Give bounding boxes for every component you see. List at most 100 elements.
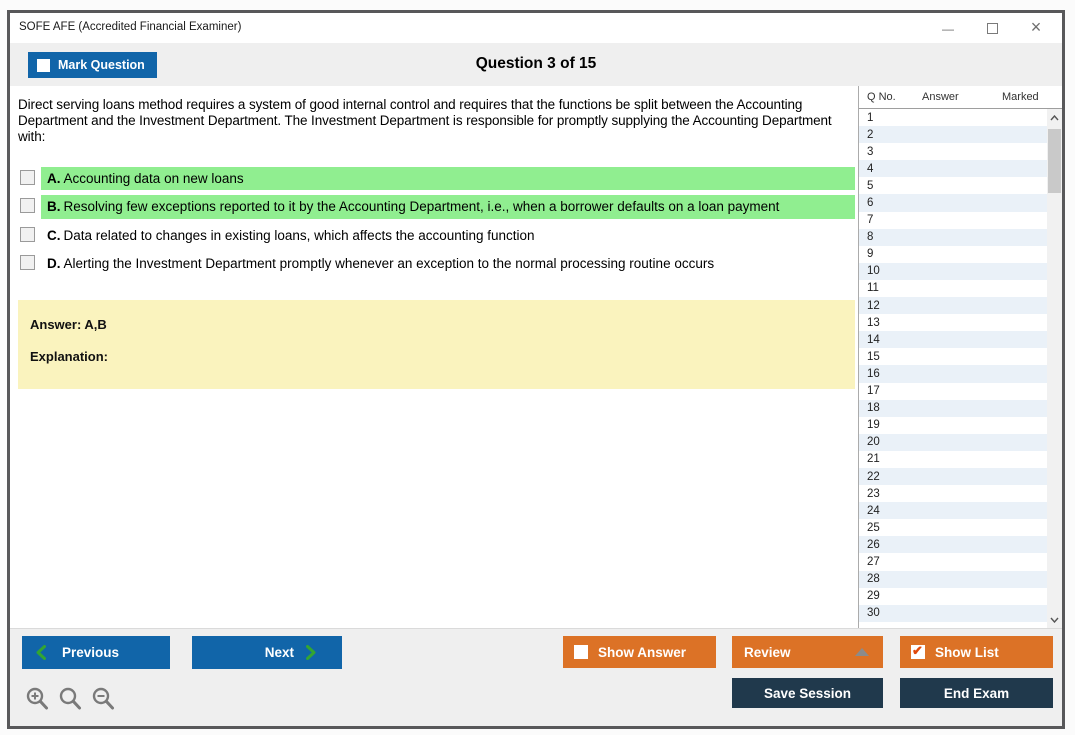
question-text: Direct serving loans method requires a s… — [18, 97, 832, 144]
save-session-button[interactable]: Save Session — [732, 678, 883, 708]
scrollbar-thumb[interactable] — [1048, 129, 1061, 193]
list-cell-q: 30 — [867, 607, 880, 620]
question-list-row[interactable]: 29 — [859, 588, 1047, 605]
option-b-checkbox[interactable] — [20, 198, 35, 214]
window-title: SOFE AFE (Accredited Financial Examiner) — [19, 21, 242, 33]
close-button[interactable] — [1014, 13, 1058, 43]
show-answer-checkbox[interactable] — [574, 645, 588, 659]
question-list-row[interactable]: 19 — [859, 417, 1047, 434]
option-row-c[interactable]: C. Data related to changes in existing lo… — [20, 224, 855, 248]
app-window: SOFE AFE (Accredited Financial Examiner)… — [7, 10, 1065, 729]
zoom-in-icon — [26, 687, 48, 710]
option-d-checkbox[interactable] — [20, 255, 35, 271]
next-button[interactable]: Next — [192, 636, 342, 669]
question-area: Direct serving loans method requires a s… — [10, 86, 858, 628]
list-cell-q: 27 — [867, 555, 880, 568]
zoom-default-button[interactable] — [57, 686, 83, 714]
question-list-row[interactable]: 22 — [859, 467, 1047, 486]
show-list-checkbox[interactable] — [911, 643, 925, 659]
list-cell-q: 23 — [867, 487, 880, 500]
option-row-b[interactable]: B. Resolving few exceptions reported to i… — [20, 195, 855, 219]
next-label: Next — [264, 645, 294, 660]
question-list-row[interactable]: 7 — [859, 212, 1047, 229]
list-cell-q: 17 — [867, 385, 880, 398]
main-area: Direct serving loans method requires a s… — [10, 86, 1062, 628]
show-answer-button[interactable]: Show Answer — [563, 636, 716, 668]
scroll-down-button[interactable] — [1047, 611, 1062, 628]
list-cell-q: 29 — [867, 590, 880, 603]
option-row-a[interactable]: A. Accounting data on new loans — [20, 166, 855, 191]
question-list-row[interactable]: 15 — [859, 348, 1047, 365]
question-list-row[interactable]: 25 — [859, 519, 1047, 536]
mark-question-button[interactable]: Mark Question — [28, 52, 157, 78]
zoom-in-button[interactable] — [24, 686, 50, 714]
show-answer-label: Show Answer — [598, 644, 687, 660]
top-bar: Mark Question Question 3 of 15 — [10, 43, 1062, 86]
maximize-button[interactable] — [970, 13, 1014, 43]
footer-bar: Previous Next Show Answer Review Show Li… — [10, 628, 1062, 726]
question-list-row[interactable]: 28 — [859, 570, 1047, 588]
column-header-answer: Answer — [922, 91, 959, 103]
show-list-label: Show List — [935, 644, 999, 660]
previous-button[interactable]: Previous — [22, 636, 170, 669]
option-a-checkbox[interactable] — [20, 169, 35, 185]
question-list-panel: Q No. Answer Marked 1 2 3 4 5 6 7 8 9 10 11 12 13 14 1… — [858, 86, 1062, 628]
scroll-up-button[interactable] — [1047, 109, 1062, 126]
review-button[interactable]: Review — [732, 636, 883, 668]
show-list-button[interactable]: Show List — [900, 636, 1053, 668]
scrollbar[interactable] — [1047, 109, 1062, 628]
question-list-row[interactable]: 3 — [859, 143, 1047, 160]
question-list-row[interactable]: 2 — [859, 126, 1047, 144]
minimize-button[interactable] — [926, 13, 970, 43]
option-c-checkbox[interactable] — [20, 226, 35, 242]
zoom-tools — [24, 686, 116, 714]
question-list-row[interactable]: 17 — [859, 383, 1047, 400]
zoom-out-button[interactable] — [90, 686, 116, 714]
list-cell-q: 18 — [867, 402, 880, 415]
option-b-letter: B. — [47, 199, 61, 215]
question-list-row[interactable]: 20 — [859, 433, 1047, 451]
answer-explanation-box: Answer: A,B Explanation: — [18, 299, 855, 389]
question-list-row[interactable]: 8 — [859, 228, 1047, 246]
option-row-d[interactable]: D. Alerting the Investment Department pro… — [20, 252, 855, 276]
list-cell-q: 6 — [867, 197, 874, 210]
mark-question-checkbox[interactable] — [37, 58, 50, 72]
question-list-row[interactable]: 6 — [859, 194, 1047, 212]
option-b-body: B. Resolving few exceptions reported to i… — [41, 195, 855, 219]
question-list-row[interactable]: 18 — [859, 399, 1047, 417]
question-list-row[interactable]: 16 — [859, 365, 1047, 383]
question-list-row[interactable]: 12 — [859, 297, 1047, 315]
question-list-row[interactable]: 14 — [859, 331, 1047, 349]
option-c-body: C. Data related to changes in existing lo… — [41, 224, 855, 248]
zoom-out-icon — [92, 687, 114, 710]
question-list-row[interactable]: 13 — [859, 314, 1047, 331]
question-list-row[interactable]: 21 — [859, 451, 1047, 468]
question-list-row[interactable]: 23 — [859, 485, 1047, 502]
question-list-row[interactable]: 9 — [859, 246, 1047, 263]
question-list-row[interactable]: 5 — [859, 177, 1047, 194]
list-cell-q: 13 — [867, 316, 880, 329]
title-bar: SOFE AFE (Accredited Financial Examiner) — [10, 13, 1062, 43]
list-cell-q: 26 — [867, 538, 880, 551]
question-list-body: 1 2 3 4 5 6 7 8 9 10 11 12 13 14 15 16 17 18 19 20 21 22 23 24 2… — [859, 109, 1047, 628]
options-list: A. Accounting data on new loans B. Resolvi… — [20, 166, 855, 276]
list-cell-q: 9 — [867, 248, 874, 261]
question-list-row[interactable]: 27 — [859, 553, 1047, 570]
end-exam-button[interactable]: End Exam — [900, 678, 1053, 708]
answer-label: Answer: A,B — [30, 316, 107, 332]
question-list-row[interactable]: 24 — [859, 502, 1047, 520]
question-list-row[interactable]: 26 — [859, 536, 1047, 554]
option-d-text: Alerting the Investment Department promp… — [63, 256, 715, 272]
list-cell-q: 19 — [867, 419, 880, 432]
list-cell-q: 20 — [867, 436, 880, 449]
question-list-row[interactable]: 11 — [859, 280, 1047, 297]
option-c-text: Data related to changes in existing loan… — [63, 227, 535, 243]
save-session-label: Save Session — [763, 685, 852, 701]
list-cell-q: 21 — [867, 453, 880, 466]
question-list-row[interactable]: 1 — [859, 109, 1047, 126]
option-a-body: A. Accounting data on new loans — [41, 166, 855, 191]
question-list-row[interactable]: 30 — [859, 604, 1047, 622]
explanation-label: Explanation: — [30, 348, 109, 364]
question-list-row[interactable]: 4 — [859, 160, 1047, 178]
question-list-row[interactable]: 10 — [859, 262, 1047, 280]
